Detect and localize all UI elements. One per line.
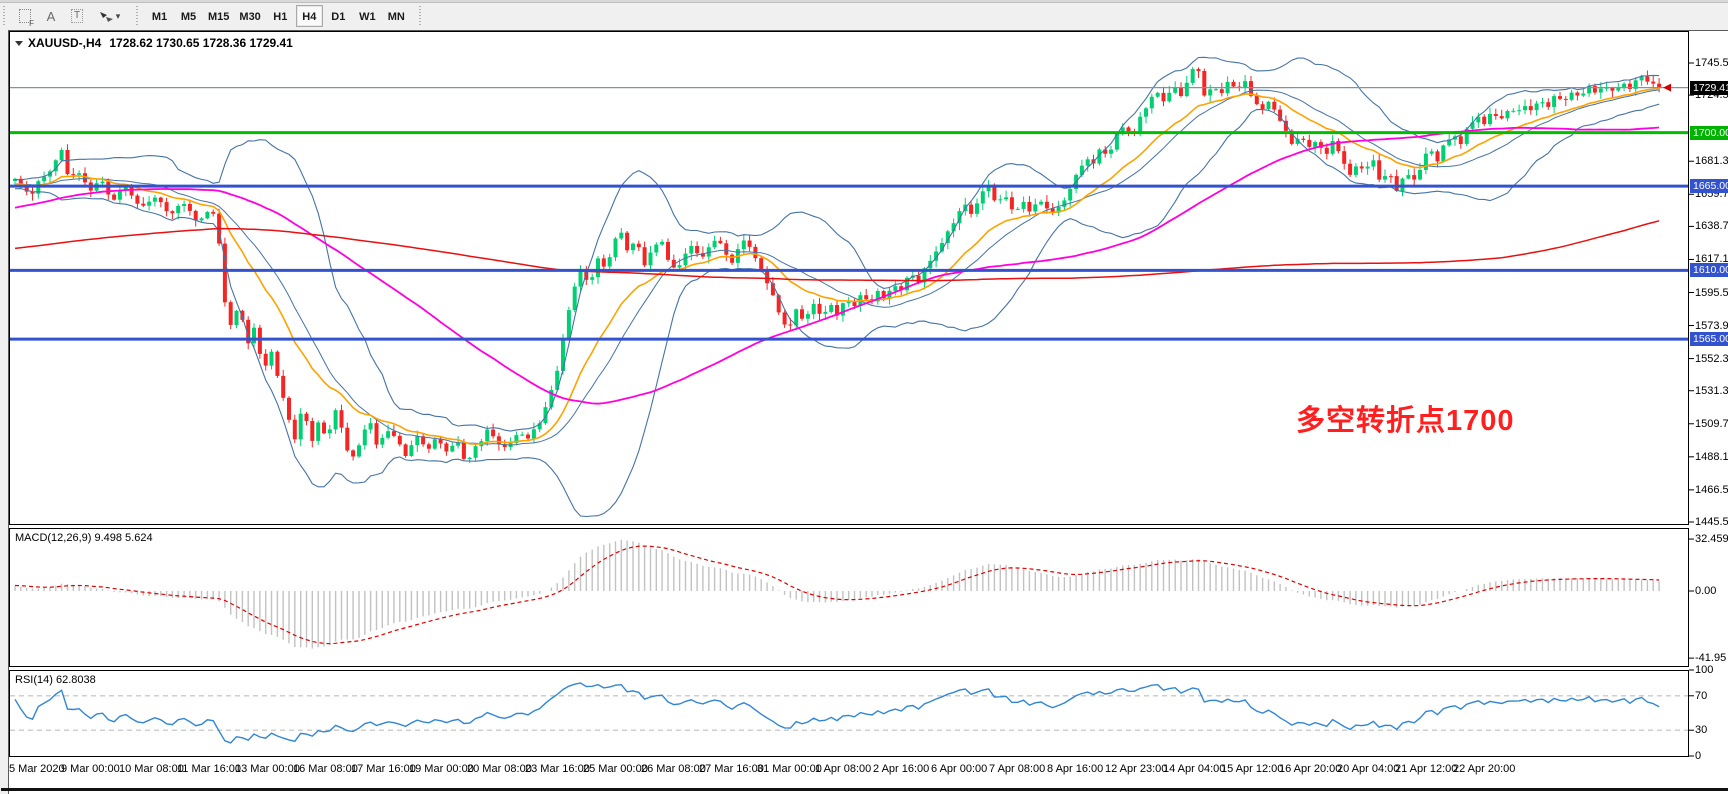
tf-button-D1[interactable]: D1 bbox=[325, 5, 352, 27]
fibonacci-tool-button[interactable] bbox=[12, 5, 38, 28]
arrows-icon bbox=[99, 12, 113, 22]
tf-button-H1[interactable]: H1 bbox=[267, 5, 294, 27]
timeframe-buttons: M1 M5 M15 M30 H1 H4 D1 W1 MN bbox=[145, 5, 411, 27]
arrows-tool-button[interactable]: ▾ bbox=[90, 5, 128, 27]
chart-title: XAUUSD-,H4 1728.62 1730.65 1728.36 1729.… bbox=[15, 36, 293, 50]
tf-button-M15[interactable]: M15 bbox=[204, 5, 233, 27]
symbol-collapse-icon[interactable] bbox=[15, 40, 23, 46]
tf-button-M1[interactable]: M1 bbox=[146, 5, 173, 27]
tf-button-H4[interactable]: H4 bbox=[295, 5, 323, 27]
tf-button-M30[interactable]: M30 bbox=[235, 5, 264, 27]
toolbar-grip-3[interactable] bbox=[418, 6, 424, 26]
chart-annotation-text[interactable]: 多空转折点1700 bbox=[1296, 405, 1515, 437]
clipped-upper-toolbar bbox=[0, 0, 1728, 3]
text-tool-button[interactable]: A bbox=[38, 5, 64, 27]
fibonacci-icon bbox=[19, 9, 34, 28]
label-tool-button[interactable]: T bbox=[64, 5, 90, 27]
rsi-indicator-label: RSI(14) 62.8038 bbox=[15, 674, 96, 686]
tf-button-W1[interactable]: W1 bbox=[354, 5, 381, 27]
chart-window[interactable]: 1745.501724.501681.301659.701638.701617.… bbox=[1, 30, 1728, 794]
toolbar-grip[interactable] bbox=[3, 6, 8, 26]
symbol-period-label: XAUUSD-,H4 bbox=[28, 36, 102, 50]
text-box-icon: T bbox=[71, 9, 83, 23]
tf-button-M5[interactable]: M5 bbox=[175, 5, 202, 27]
tf-button-MN[interactable]: MN bbox=[383, 5, 410, 27]
chart-canvas[interactable] bbox=[9, 31, 1728, 794]
text-a-icon: A bbox=[46, 8, 56, 24]
ohlc-values: 1728.62 1730.65 1728.36 1729.41 bbox=[109, 36, 293, 50]
macd-indicator-label: MACD(12,26,9) 9.498 5.624 bbox=[15, 532, 153, 544]
toolbar-grip-2[interactable] bbox=[136, 6, 141, 26]
chevron-down-icon: ▾ bbox=[115, 10, 121, 21]
horizontal-scrollbar[interactable] bbox=[1, 788, 1728, 791]
